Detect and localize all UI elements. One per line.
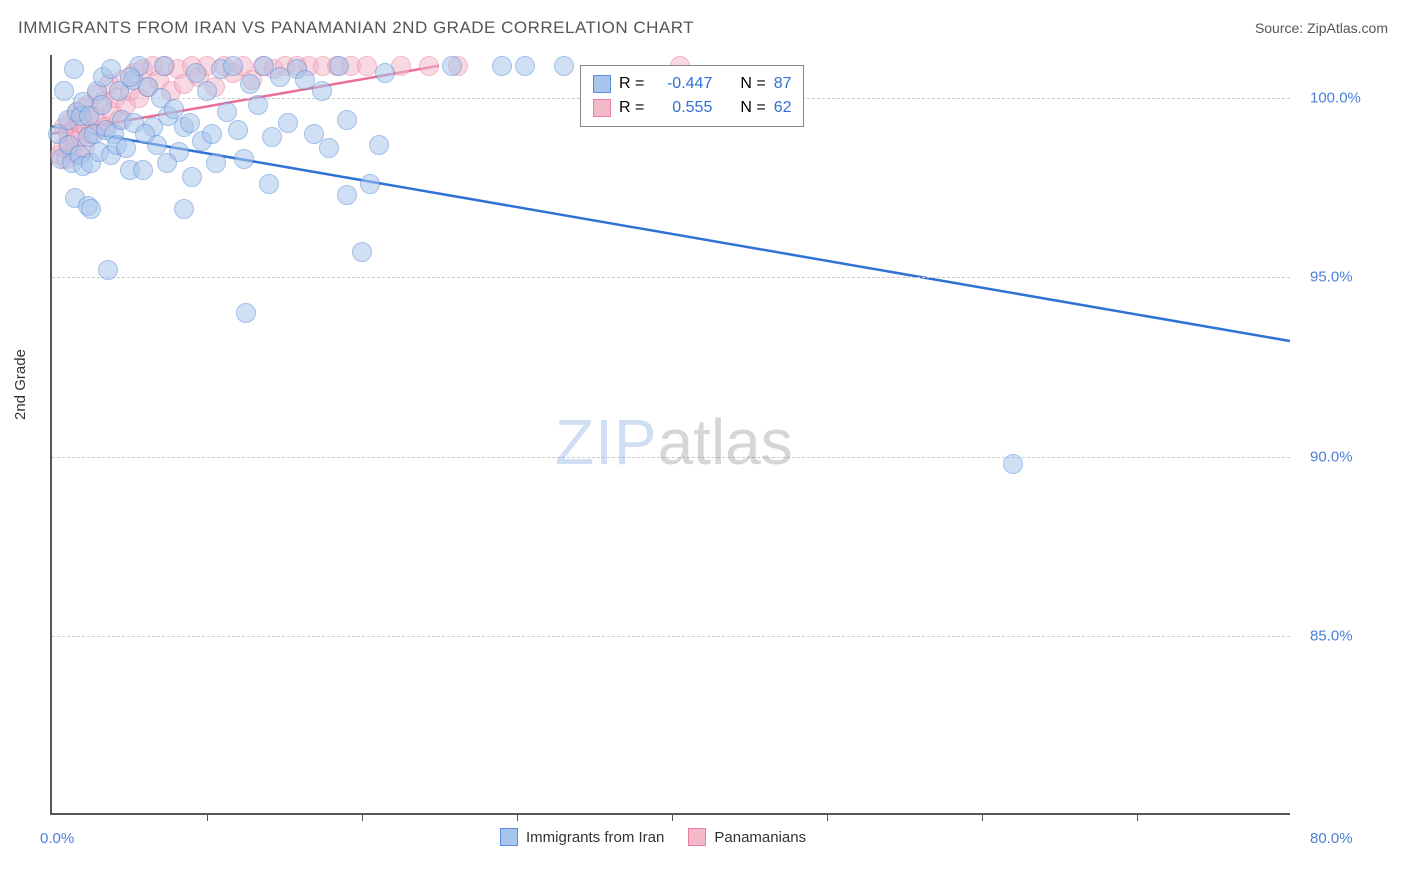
stats-row: R = 0.555 N = 62 xyxy=(593,96,791,120)
data-point xyxy=(81,199,101,219)
r-value: -0.447 xyxy=(652,72,712,96)
data-point xyxy=(197,81,217,101)
data-point xyxy=(186,63,206,83)
source-link[interactable]: Source: ZipAtlas.com xyxy=(1255,20,1388,36)
data-point xyxy=(135,124,155,144)
correlation-stats-box: R = -0.447 N = 87 R = 0.555 N = 62 xyxy=(580,65,804,127)
data-point xyxy=(206,153,226,173)
data-point xyxy=(133,160,153,180)
r-label: R = xyxy=(619,96,644,120)
header: IMMIGRANTS FROM IRAN VS PANAMANIAN 2ND G… xyxy=(18,18,1388,38)
data-point xyxy=(64,59,84,79)
data-point xyxy=(101,59,121,79)
data-point xyxy=(217,102,237,122)
data-point xyxy=(240,74,260,94)
n-label: N = xyxy=(740,72,765,96)
data-point xyxy=(157,153,177,173)
x-tick xyxy=(982,813,983,821)
legend-item: Immigrants from Iran xyxy=(500,828,664,846)
series-swatch xyxy=(593,75,611,93)
legend-item: Panamanians xyxy=(688,828,806,846)
series-swatch xyxy=(593,99,611,117)
x-tick xyxy=(827,813,828,821)
y-tick-label: 95.0% xyxy=(1310,269,1353,286)
y-axis-label: 2nd Grade xyxy=(12,349,29,420)
data-point xyxy=(329,56,349,76)
x-tick xyxy=(362,813,363,821)
legend-label: Immigrants from Iran xyxy=(526,829,664,846)
x-tick xyxy=(672,813,673,821)
data-point xyxy=(116,138,136,158)
data-point xyxy=(319,138,339,158)
chart-area xyxy=(50,55,1290,815)
data-point xyxy=(120,67,140,87)
data-point xyxy=(223,56,243,76)
data-point xyxy=(352,242,372,262)
data-point xyxy=(248,95,268,115)
y-tick-label: 100.0% xyxy=(1310,90,1361,107)
data-point xyxy=(98,260,118,280)
x-tick xyxy=(207,813,208,821)
x-tick xyxy=(1137,813,1138,821)
data-point xyxy=(357,56,377,76)
data-point xyxy=(278,113,298,133)
y-tick-label: 90.0% xyxy=(1310,448,1353,465)
data-point xyxy=(154,56,174,76)
chart-title: IMMIGRANTS FROM IRAN VS PANAMANIAN 2ND G… xyxy=(18,18,694,38)
legend-swatch xyxy=(688,828,706,846)
data-point xyxy=(1003,454,1023,474)
data-point xyxy=(442,56,462,76)
x-tick xyxy=(517,813,518,821)
gridline xyxy=(52,277,1290,278)
data-point xyxy=(492,56,512,76)
x-max-label: 80.0% xyxy=(1310,830,1353,847)
legend: Immigrants from Iran Panamanians xyxy=(500,828,806,846)
y-tick-label: 85.0% xyxy=(1310,627,1353,644)
data-point xyxy=(337,110,357,130)
data-point xyxy=(360,174,380,194)
x-origin-label: 0.0% xyxy=(40,830,74,847)
data-point xyxy=(236,303,256,323)
r-label: R = xyxy=(619,72,644,96)
data-point xyxy=(234,149,254,169)
data-point xyxy=(259,174,279,194)
n-label: N = xyxy=(740,96,765,120)
data-point xyxy=(182,167,202,187)
data-point xyxy=(337,185,357,205)
data-point xyxy=(92,95,112,115)
legend-label: Panamanians xyxy=(714,829,806,846)
data-point xyxy=(180,113,200,133)
data-point xyxy=(419,56,439,76)
data-point xyxy=(375,63,395,83)
n-value: 87 xyxy=(774,72,792,96)
stats-row: R = -0.447 N = 87 xyxy=(593,72,791,96)
data-point xyxy=(554,56,574,76)
data-point xyxy=(228,120,248,140)
data-point xyxy=(54,81,74,101)
data-point xyxy=(369,135,389,155)
gridline xyxy=(52,636,1290,637)
data-point xyxy=(202,124,222,144)
data-point xyxy=(515,56,535,76)
data-point xyxy=(174,199,194,219)
data-point xyxy=(262,127,282,147)
n-value: 62 xyxy=(774,96,792,120)
trend-lines xyxy=(52,55,1290,813)
r-value: 0.555 xyxy=(652,96,712,120)
legend-swatch xyxy=(500,828,518,846)
data-point xyxy=(312,81,332,101)
gridline xyxy=(52,457,1290,458)
